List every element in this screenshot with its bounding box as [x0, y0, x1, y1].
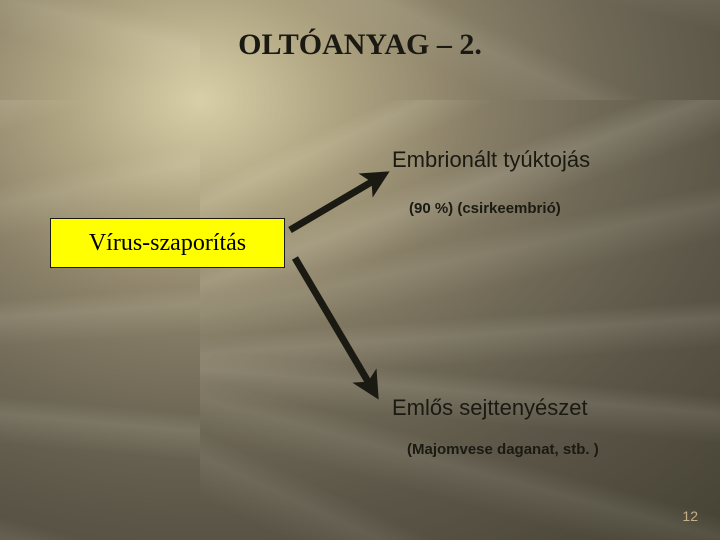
source-box: Vírus-szaporítás — [50, 218, 285, 268]
slide-number: 12 — [682, 508, 698, 524]
target-bottom-label: Emlős sejttenyészet — [392, 395, 588, 421]
source-label: Vírus-szaporítás — [89, 230, 246, 257]
target-top-subtext: (90 %) (csirkeembrió) — [409, 200, 561, 217]
arrow-bottom — [295, 258, 373, 390]
slide: OLTÓANYAG – 2. Vírus-szaporítás Embrioná… — [0, 0, 720, 540]
target-top-label: Embrionált tyúktojás — [392, 147, 590, 173]
arrows-svg — [0, 0, 720, 540]
slide-title: OLTÓANYAG – 2. — [0, 28, 720, 62]
arrow-top — [290, 177, 380, 230]
light-rays-decoration — [0, 0, 720, 540]
target-bottom-subtext: (Majomvese daganat, stb. ) — [407, 441, 599, 458]
